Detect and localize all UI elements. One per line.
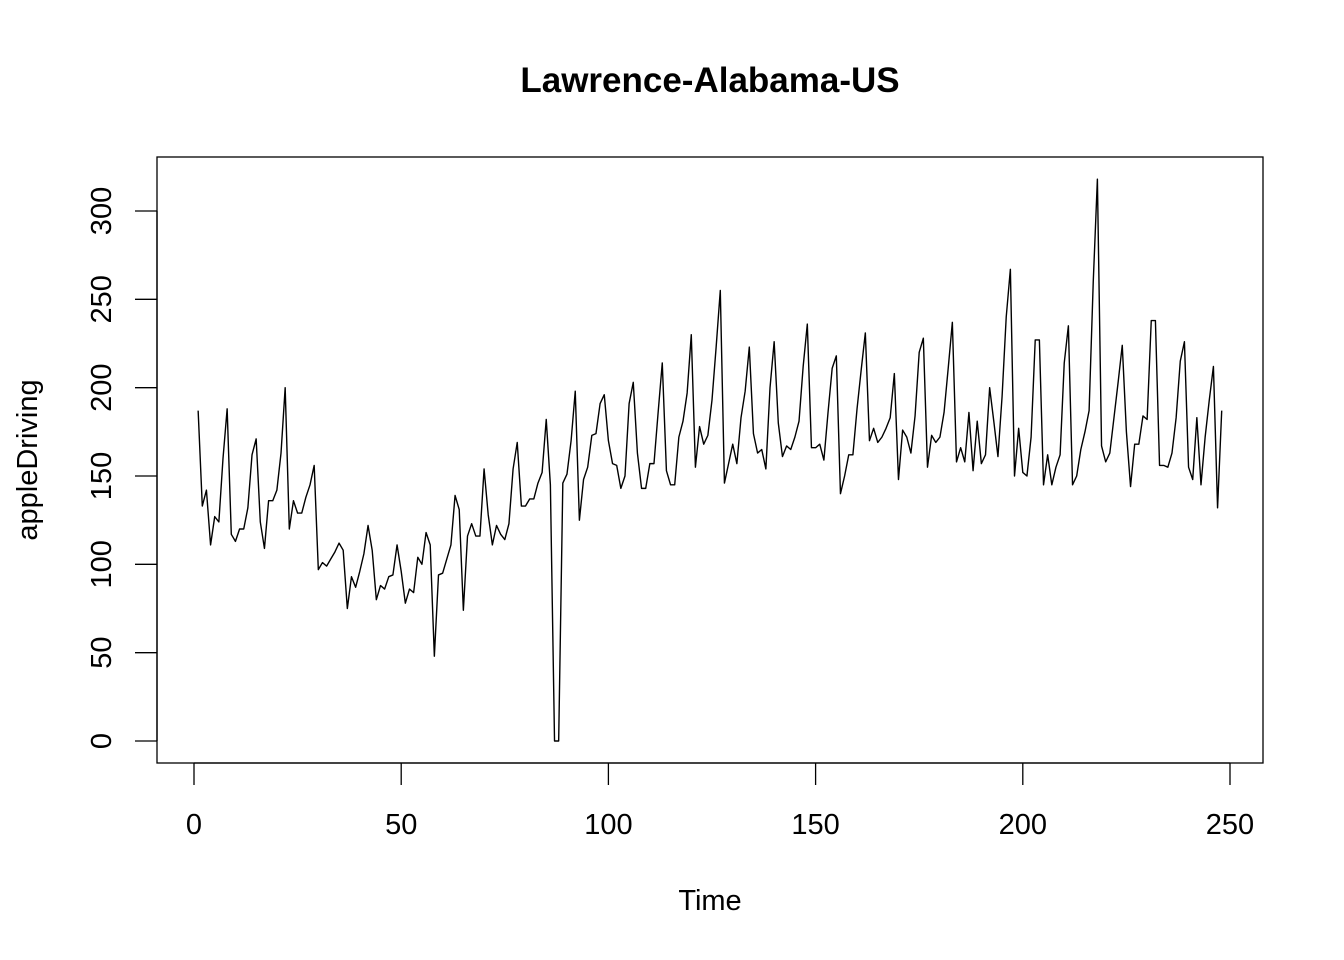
y-axis-title: appleDriving — [12, 379, 44, 540]
x-tick-label: 150 — [791, 809, 839, 841]
x-tick-label: 0 — [186, 809, 202, 841]
chart-title: Lawrence-Alabama-US — [520, 61, 899, 100]
y-tick-label: 50 — [86, 637, 118, 669]
x-tick-label: 200 — [999, 809, 1047, 841]
series-line — [197, 178, 1223, 742]
y-tick-label: 0 — [86, 733, 118, 749]
y-tick-label: 300 — [86, 187, 118, 235]
x-tick-label: 100 — [584, 809, 632, 841]
x-axis-title: Time — [678, 885, 741, 917]
plot-frame — [156, 156, 1264, 764]
y-tick-label: 100 — [86, 540, 118, 588]
y-tick-label: 200 — [86, 363, 118, 411]
y-tick-label: 150 — [86, 452, 118, 500]
x-tick-label: 50 — [385, 809, 417, 841]
y-tick-label: 250 — [86, 275, 118, 323]
x-axis: 0 50 100 150 200 250 — [186, 762, 1254, 841]
y-axis: 0 50 100 150 200 250 300 — [86, 187, 158, 749]
x-tick-label: 250 — [1206, 809, 1254, 841]
